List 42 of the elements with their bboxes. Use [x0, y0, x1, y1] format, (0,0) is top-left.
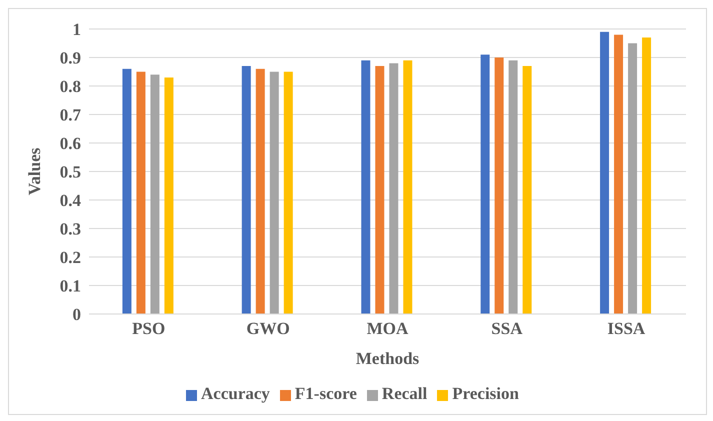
bar: [614, 34, 624, 314]
legend-label: Accuracy: [201, 384, 270, 403]
y-tick-label: 0.3: [60, 220, 81, 239]
bar: [389, 63, 398, 314]
bar: [480, 54, 490, 314]
y-tick-label: 0.2: [60, 248, 81, 268]
bar: [270, 72, 279, 314]
legend-label: F1-score: [294, 384, 357, 403]
bar: [361, 60, 370, 314]
y-tick-label: 0: [72, 305, 81, 324]
legend-label: Recall: [382, 384, 428, 403]
bar: [122, 68, 132, 314]
bar: [403, 60, 412, 314]
y-tick-label: 0.5: [60, 162, 81, 182]
y-axis-title: Values: [25, 147, 44, 196]
bar: [642, 38, 652, 314]
bar: [375, 66, 384, 314]
bar: [256, 68, 265, 314]
bar: [494, 58, 504, 314]
y-tick-label: 0.4: [60, 191, 82, 210]
legend-label: Precision: [452, 384, 519, 403]
x-tick-label: ISSA: [607, 319, 646, 338]
y-tick-label: 0.9: [60, 48, 81, 68]
bar: [150, 74, 160, 314]
y-tick-label: 0.8: [60, 77, 81, 96]
x-tick-label: PSO: [132, 319, 166, 338]
x-tick-label: GWO: [246, 319, 290, 338]
bar: [284, 72, 293, 314]
x-axis-title: Methods: [356, 349, 420, 368]
y-tick-label: 0.1: [60, 276, 81, 296]
bar: [508, 60, 518, 314]
bar: [600, 32, 610, 314]
bar: [136, 72, 146, 314]
x-tick-label: MOA: [366, 319, 409, 338]
y-tick-label: 0.7: [60, 106, 82, 125]
x-tick-label: SSA: [491, 319, 524, 338]
bar: [628, 43, 638, 314]
y-tick-label: 1: [72, 20, 81, 40]
bar: [164, 77, 174, 314]
bar: [522, 66, 532, 314]
y-tick-label: 0.6: [60, 134, 81, 154]
bar: [242, 66, 251, 314]
